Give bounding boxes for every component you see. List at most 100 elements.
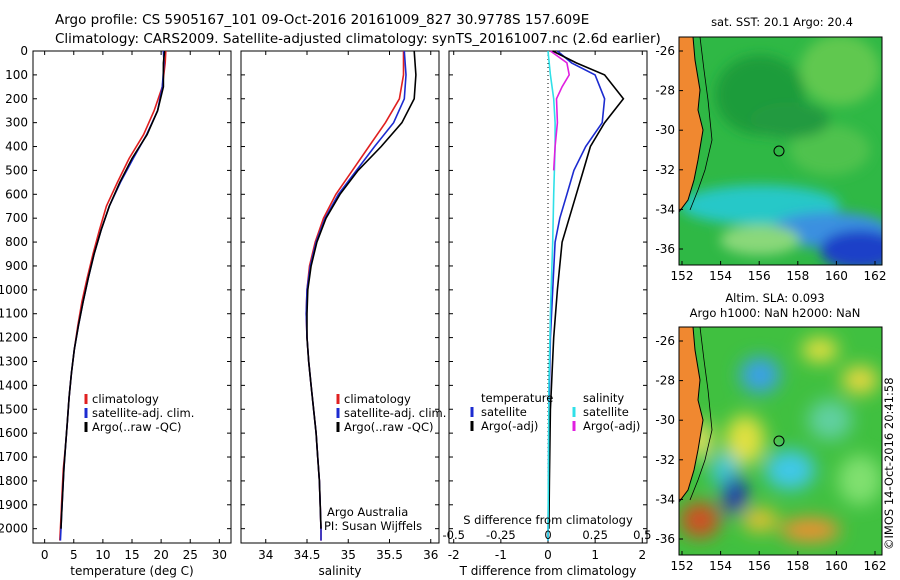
sst-field [679, 37, 882, 265]
sla-axes: 152 154 156 158 160 162 -26 -28 -30 -32 -34 -36 [655, 334, 886, 573]
map-x-tick-label: 160 [825, 269, 848, 283]
x-tick-label: 35 [341, 548, 356, 562]
x-tick-label: 25 [183, 548, 198, 562]
climatology-title: Climatology: CARS2009. Satellite-adjuste… [55, 31, 661, 47]
land-australia [679, 327, 703, 502]
sst-map: sat. SST: 20.1 Argo: 20.4 [655, 15, 886, 283]
temperature-x-ticks: 0 5 10 15 20 25 30 [41, 51, 227, 562]
x-tick-label: -2 [448, 548, 460, 562]
depth-tick-label: 1200 [0, 331, 28, 345]
sla-frame [678, 326, 883, 556]
map-y-tick-label: -32 [655, 163, 675, 177]
map-y-tick-label: -34 [655, 202, 675, 216]
x-tick-label: 5 [70, 548, 78, 562]
depth-axis: 0 100 200 300 400 500 600 700 800 900 1000 1100 1200… [0, 44, 647, 536]
map-x-tick-label: 160 [825, 559, 848, 573]
depth-tick-label: 200 [5, 92, 28, 106]
series-line [548, 50, 625, 529]
temperature-panel: 0 5 10 15 20 25 30 temperature (deg C) climato… [32, 50, 232, 578]
temperature-xlabel: temperature (deg C) [70, 564, 193, 578]
argo-location-marker [773, 435, 785, 447]
salinity-legend: climatology satellite-adj. clim. Argo(..… [336, 392, 446, 434]
difference-legend: temperature satellite Argo(-adj) salinit… [470, 391, 640, 433]
depth-tick-label: 300 [5, 116, 28, 130]
sst-axes: 152 154 156 158 160 162 -26 -28 -30 -32 -34 -36 [655, 44, 886, 283]
s-diff-tick-label: 0.25 [582, 528, 608, 542]
s-diff-tick-label: -0.5 [442, 528, 464, 542]
x-tick-label: 20 [153, 548, 168, 562]
difference-lines [547, 50, 625, 541]
x-tick-label: 34 [258, 548, 273, 562]
s-diff-tick-label: 0.5 [633, 528, 651, 542]
legend-climatology-label: climatology [92, 392, 159, 406]
depth-tick-label: 600 [5, 187, 28, 201]
temperature-lines [59, 50, 167, 541]
depth-tick-label: 900 [5, 259, 28, 273]
legend-temperature-title: temperature [481, 391, 553, 405]
depth-tick-label: 1600 [0, 426, 28, 440]
x-tick-label: 30 [212, 548, 227, 562]
sla-subtitle: Argo h1000: NaN h2000: NaN [690, 306, 861, 320]
difference-panel: -2 -1 0 1 2 S difference from climatology -0… [442, 50, 651, 578]
map-y-tick-label: -28 [655, 374, 675, 388]
x-tick-label: 34.5 [294, 548, 321, 562]
map-y-tick-label: -34 [655, 492, 675, 506]
depth-tick-label: 0 [20, 44, 28, 58]
legend-t-argo-label: Argo(-adj) [481, 419, 538, 433]
imos-credit: ©IMOS 14-Oct-2016 20:41:58 [882, 377, 896, 550]
depth-tick-label: 2000 [0, 522, 28, 536]
salinity-frame [240, 50, 440, 544]
x-tick-label: 2 [638, 548, 646, 562]
sst-frame [678, 36, 883, 266]
map-x-tick-label: 154 [709, 269, 732, 283]
series-line [305, 51, 405, 541]
x-tick-label: 0 [544, 548, 552, 562]
x-tick-label: 35.5 [376, 548, 403, 562]
map-y-tick-label: -26 [655, 44, 675, 58]
map-x-tick-label: 162 [864, 269, 887, 283]
s-diff-label: S difference from climatology [463, 513, 633, 527]
map-y-tick-label: -28 [655, 84, 675, 98]
map-x-tick-label: 156 [748, 559, 771, 573]
depth-tick-label: 800 [5, 235, 28, 249]
legend-t-satellite-label: satellite [481, 405, 527, 419]
depth-tick-label: 1400 [0, 378, 28, 392]
legend-satellite-label: satellite-adj. clim. [92, 406, 194, 420]
x-tick-label: -1 [495, 548, 507, 562]
legend-climatology-label: climatology [344, 392, 411, 406]
sla-map: Altim. SLA: 0.093 Argo h1000: NaN h2000:… [655, 291, 886, 573]
map-x-tick-label: 152 [671, 559, 694, 573]
map-y-tick-label: -26 [655, 334, 675, 348]
s-diff-tick-label: -0.25 [486, 528, 516, 542]
legend-salinity-title: salinity [583, 391, 624, 405]
map-y-tick-label: -32 [655, 453, 675, 467]
credit-pi: PI: Susan Wijffels [324, 519, 422, 533]
difference-x-ticks: -2 -1 0 1 2 [448, 51, 646, 562]
temperature-legend: climatology satellite-adj. clim. Argo(..… [84, 392, 194, 434]
t-diff-label: T difference from climatology [459, 564, 637, 578]
sla-field [679, 327, 882, 555]
depth-tick-label: 1300 [0, 354, 28, 368]
map-y-tick-label: -30 [655, 413, 675, 427]
map-x-tick-label: 154 [709, 559, 732, 573]
x-tick-label: 15 [124, 548, 139, 562]
series-line [306, 50, 417, 529]
s-diff-tick-label: 0 [544, 528, 551, 542]
series-line [549, 50, 571, 171]
s-diff-ticks: -0.5 -0.25 0 0.25 0.5 [442, 528, 651, 542]
map-y-tick-label: -30 [655, 123, 675, 137]
map-y-tick-label: -36 [655, 532, 675, 546]
profile-title: Argo profile: CS 5905167_101 09-Oct-2016… [55, 12, 589, 28]
series-line [547, 50, 556, 541]
x-tick-label: 36 [423, 548, 438, 562]
map-y-tick-label: -36 [655, 242, 675, 256]
map-x-tick-label: 158 [786, 269, 809, 283]
series-line [60, 50, 166, 529]
legend-satellite-label: satellite-adj. clim. [344, 406, 446, 420]
salinity-lines [305, 50, 417, 541]
depth-tick-label: 1500 [0, 402, 28, 416]
map-x-tick-label: 152 [671, 269, 694, 283]
x-tick-label: 10 [95, 548, 110, 562]
depth-tick-label: 1800 [0, 474, 28, 488]
